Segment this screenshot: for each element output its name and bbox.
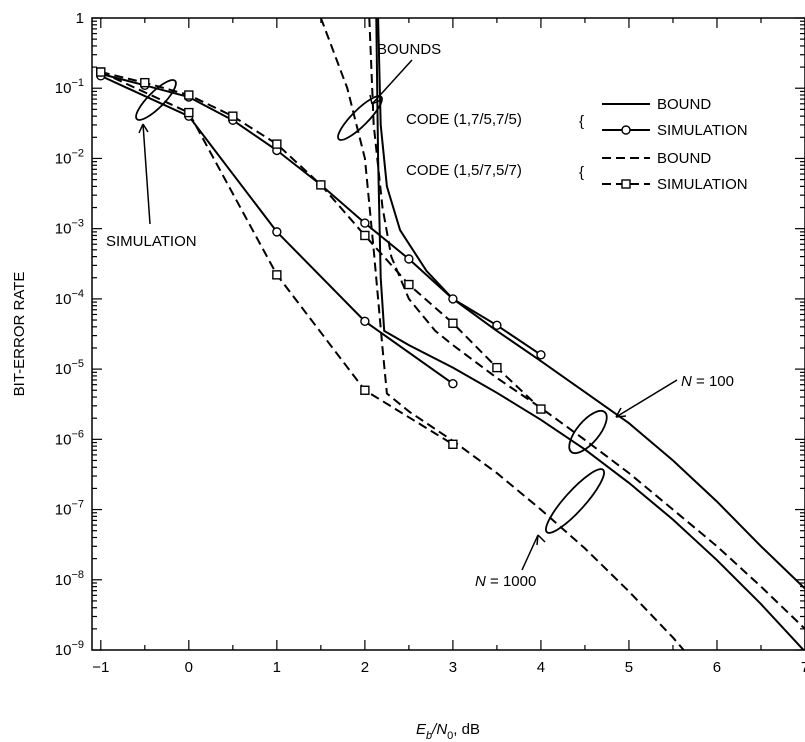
y-tick-label: 10−9	[55, 639, 84, 659]
legend-brace-1: {	[579, 113, 584, 130]
legend-marker-square	[621, 179, 631, 189]
y-axis-title: BIT-ERROR RATE	[11, 272, 28, 397]
square-marker	[184, 90, 194, 100]
bound-curve-n1000	[375, 18, 805, 650]
n1000-ellipse	[545, 468, 605, 534]
square-marker	[96, 67, 106, 77]
circle-marker	[448, 378, 458, 389]
square-marker	[404, 279, 414, 290]
square-marker	[140, 77, 150, 88]
arrowhead-n1000	[536, 534, 546, 546]
square-marker	[316, 180, 326, 190]
legend-label-bound-1: BOUND	[657, 96, 711, 113]
legend-label-sim-1: SIMULATION	[657, 122, 748, 139]
square-marker	[272, 270, 282, 280]
x-tick-label: 2	[361, 659, 369, 676]
bound-curve-n100	[368, 18, 805, 630]
square-marker	[448, 318, 458, 328]
annotation-n1000: N = 1000	[475, 573, 536, 590]
square-marker	[272, 139, 282, 149]
arrow-n100	[615, 379, 678, 418]
square-marker	[536, 404, 546, 414]
circle-marker	[492, 320, 502, 331]
markers	[96, 67, 546, 449]
legend-marker-circle	[621, 125, 631, 135]
square-marker	[228, 111, 238, 121]
x-axis-title: Eb/N0, dB	[416, 721, 480, 742]
axis-ticks: −1 0 1 2 3 4 5 6 7 1 10−1 10−2 10−3 10−4 10−5 10−6 10−7 1…	[55, 10, 805, 676]
arrow-n1000	[521, 534, 539, 571]
square-marker	[184, 107, 194, 118]
circle-marker	[272, 227, 282, 237]
simulation-curve-n1000	[100, 71, 454, 446]
square-marker	[492, 362, 502, 373]
circle-marker	[448, 294, 458, 304]
n100-ellipse	[568, 409, 608, 455]
y-tick-label: 10−2	[55, 147, 84, 167]
y-tick-label: 10−3	[55, 218, 84, 238]
y-tick-label: 10−5	[55, 358, 84, 378]
x-tick-label: 1	[273, 659, 281, 676]
y-tick-label: 10−7	[55, 499, 84, 519]
x-tick-label: 5	[625, 659, 633, 676]
legend-code-2: CODE (1,5/7,5/7)	[406, 162, 522, 179]
y-tick-label: 10−8	[55, 569, 84, 589]
square-marker	[448, 439, 458, 449]
x-tick-label: −1	[92, 659, 109, 676]
arrowhead-n100	[615, 407, 627, 418]
legend: CODE (1,7/5,7/5) { BOUND SIMULATION CODE…	[406, 96, 748, 193]
annotation-simulation: SIMULATION	[106, 233, 197, 250]
annotation-bounds: BOUNDS	[377, 41, 441, 58]
bounds-ellipse	[337, 95, 383, 141]
y-tick-label: 1	[76, 10, 84, 27]
y-tick-label: 10−4	[55, 288, 84, 308]
x-tick-label: 0	[185, 659, 193, 676]
circle-marker	[360, 316, 370, 326]
x-tick-label: 3	[449, 659, 457, 676]
circle-marker	[404, 254, 414, 264]
y-tick-label: 10−6	[55, 428, 84, 448]
square-marker	[360, 230, 370, 241]
circle-marker	[536, 350, 546, 360]
circle-marker	[360, 218, 370, 228]
square-marker	[360, 385, 370, 395]
simulation-ellipse	[135, 79, 177, 121]
arrowhead-simulation	[138, 123, 149, 134]
legend-label-sim-2: SIMULATION	[657, 176, 748, 193]
legend-brace-2: {	[579, 164, 584, 181]
arrow-simulation	[142, 123, 151, 225]
x-tick-label: 6	[713, 659, 721, 676]
annotation-n100: N = 100	[681, 373, 734, 390]
legend-label-bound-2: BOUND	[657, 150, 711, 167]
x-tick-label: 4	[537, 659, 545, 676]
bound-curve-n100	[377, 18, 805, 590]
y-tick-label: 10−1	[55, 77, 84, 97]
legend-code-1: CODE (1,7/5,7/5)	[406, 111, 522, 128]
plot-frame	[91, 17, 805, 651]
x-tick-label: 7	[801, 659, 805, 676]
